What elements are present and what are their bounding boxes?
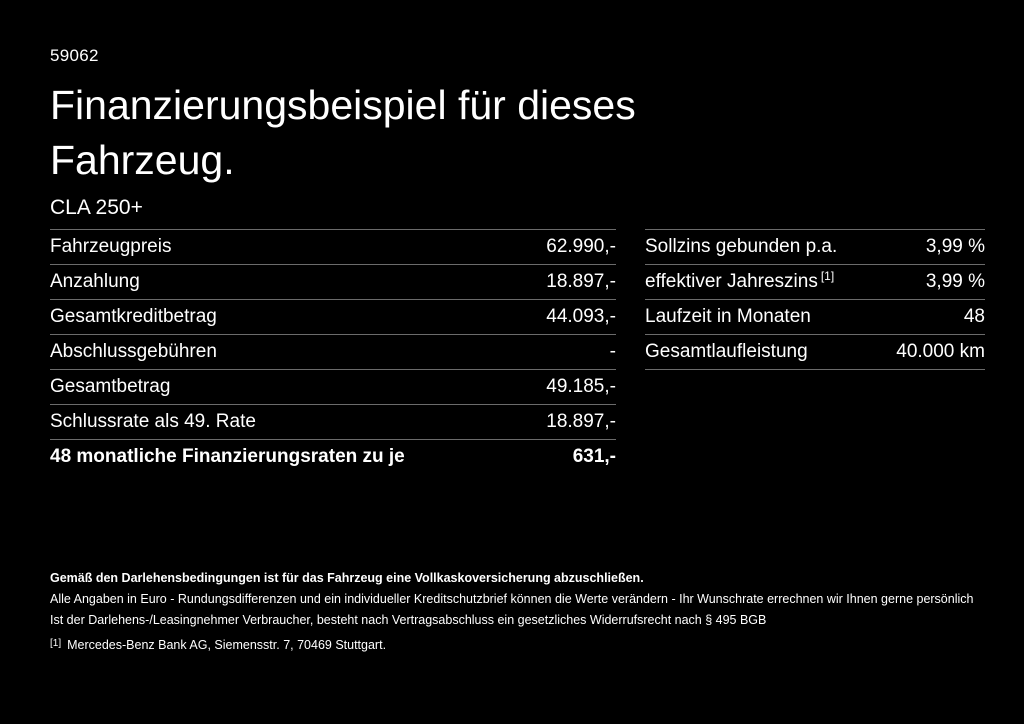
page-title: Finanzierungsbeispiel für dieses Fahrzeu… [50, 78, 636, 188]
disclaimer-line-1: Alle Angaben in Euro - Rundungsdifferenz… [50, 592, 974, 606]
table-row: Fahrzeugpreis 62.990,- [50, 229, 616, 264]
row-label: Anzahlung [50, 271, 140, 292]
financing-table-left: Fahrzeugpreis 62.990,- Anzahlung 18.897,… [50, 229, 616, 474]
row-label: Abschlussgebühren [50, 341, 217, 362]
row-value: - [609, 341, 616, 362]
row-label: Gesamtbetrag [50, 376, 171, 397]
legal-disclaimer: Gemäß den Darlehensbedingungen ist für d… [50, 568, 974, 631]
table-row: Laufzeit in Monaten 48 [645, 299, 985, 334]
table-row: effektiver Jahreszins [1] 3,99 % [645, 264, 985, 299]
offer-code: 59062 [50, 46, 99, 65]
row-value: 3,99 % [925, 271, 985, 292]
row-label: Sollzins gebunden p.a. [645, 236, 838, 257]
row-value: 18.897,- [546, 411, 616, 432]
row-label: effektiver Jahreszins [1] [645, 269, 835, 293]
row-value: 49.185,- [546, 376, 616, 397]
row-value: 18.897,- [546, 271, 616, 292]
row-value: 44.093,- [546, 306, 616, 327]
footnote-reference: [1] [820, 269, 835, 283]
table-row: Gesamtlaufleistung 40.000 km [645, 334, 985, 369]
financing-table-right: Sollzins gebunden p.a. 3,99 % effektiver… [645, 229, 985, 370]
row-label: Gesamtlaufleistung [645, 341, 808, 362]
footnote: [1] Mercedes-Benz Bank AG, Siemensstr. 7,… [50, 638, 386, 652]
row-value: 40.000 km [896, 341, 985, 362]
row-value: 3,99 % [925, 236, 985, 257]
page-title-line-2: Fahrzeug. [50, 137, 235, 183]
table-row: Sollzins gebunden p.a. 3,99 % [645, 229, 985, 264]
page-title-line-1: Finanzierungsbeispiel für dieses [50, 82, 636, 128]
insurance-note: Gemäß den Darlehensbedingungen ist für d… [50, 571, 644, 585]
footnote-marker: [1] [50, 638, 62, 649]
row-label: Schlussrate als 49. Rate [50, 411, 256, 432]
table-row: Anzahlung 18.897,- [50, 264, 616, 299]
table-row: Gesamtbetrag 49.185,- [50, 369, 616, 404]
row-value: 48 [963, 306, 985, 327]
table-row: Schlussrate als 49. Rate 18.897,- [50, 404, 616, 439]
vehicle-model-label: CLA 250+ [50, 196, 143, 219]
table-row: Abschlussgebühren - [50, 334, 616, 369]
row-value: 631,- [572, 446, 616, 467]
row-label: 48 monatliche Finanzierungsraten zu je [50, 446, 405, 467]
row-label: Gesamtkreditbetrag [50, 306, 217, 327]
row-label-text: effektiver Jahreszins [645, 271, 818, 292]
footnote-text: Mercedes-Benz Bank AG, Siemensstr. 7, 70… [67, 638, 387, 652]
disclaimer-line-2: Ist der Darlehens-/Leasingnehmer Verbrau… [50, 613, 767, 627]
table-row-monthly-rate: 48 monatliche Finanzierungsraten zu je 6… [50, 439, 616, 474]
row-label: Laufzeit in Monaten [645, 306, 811, 327]
row-label: Fahrzeugpreis [50, 236, 172, 257]
table-row: Gesamtkreditbetrag 44.093,- [50, 299, 616, 334]
row-value: 62.990,- [546, 236, 616, 257]
